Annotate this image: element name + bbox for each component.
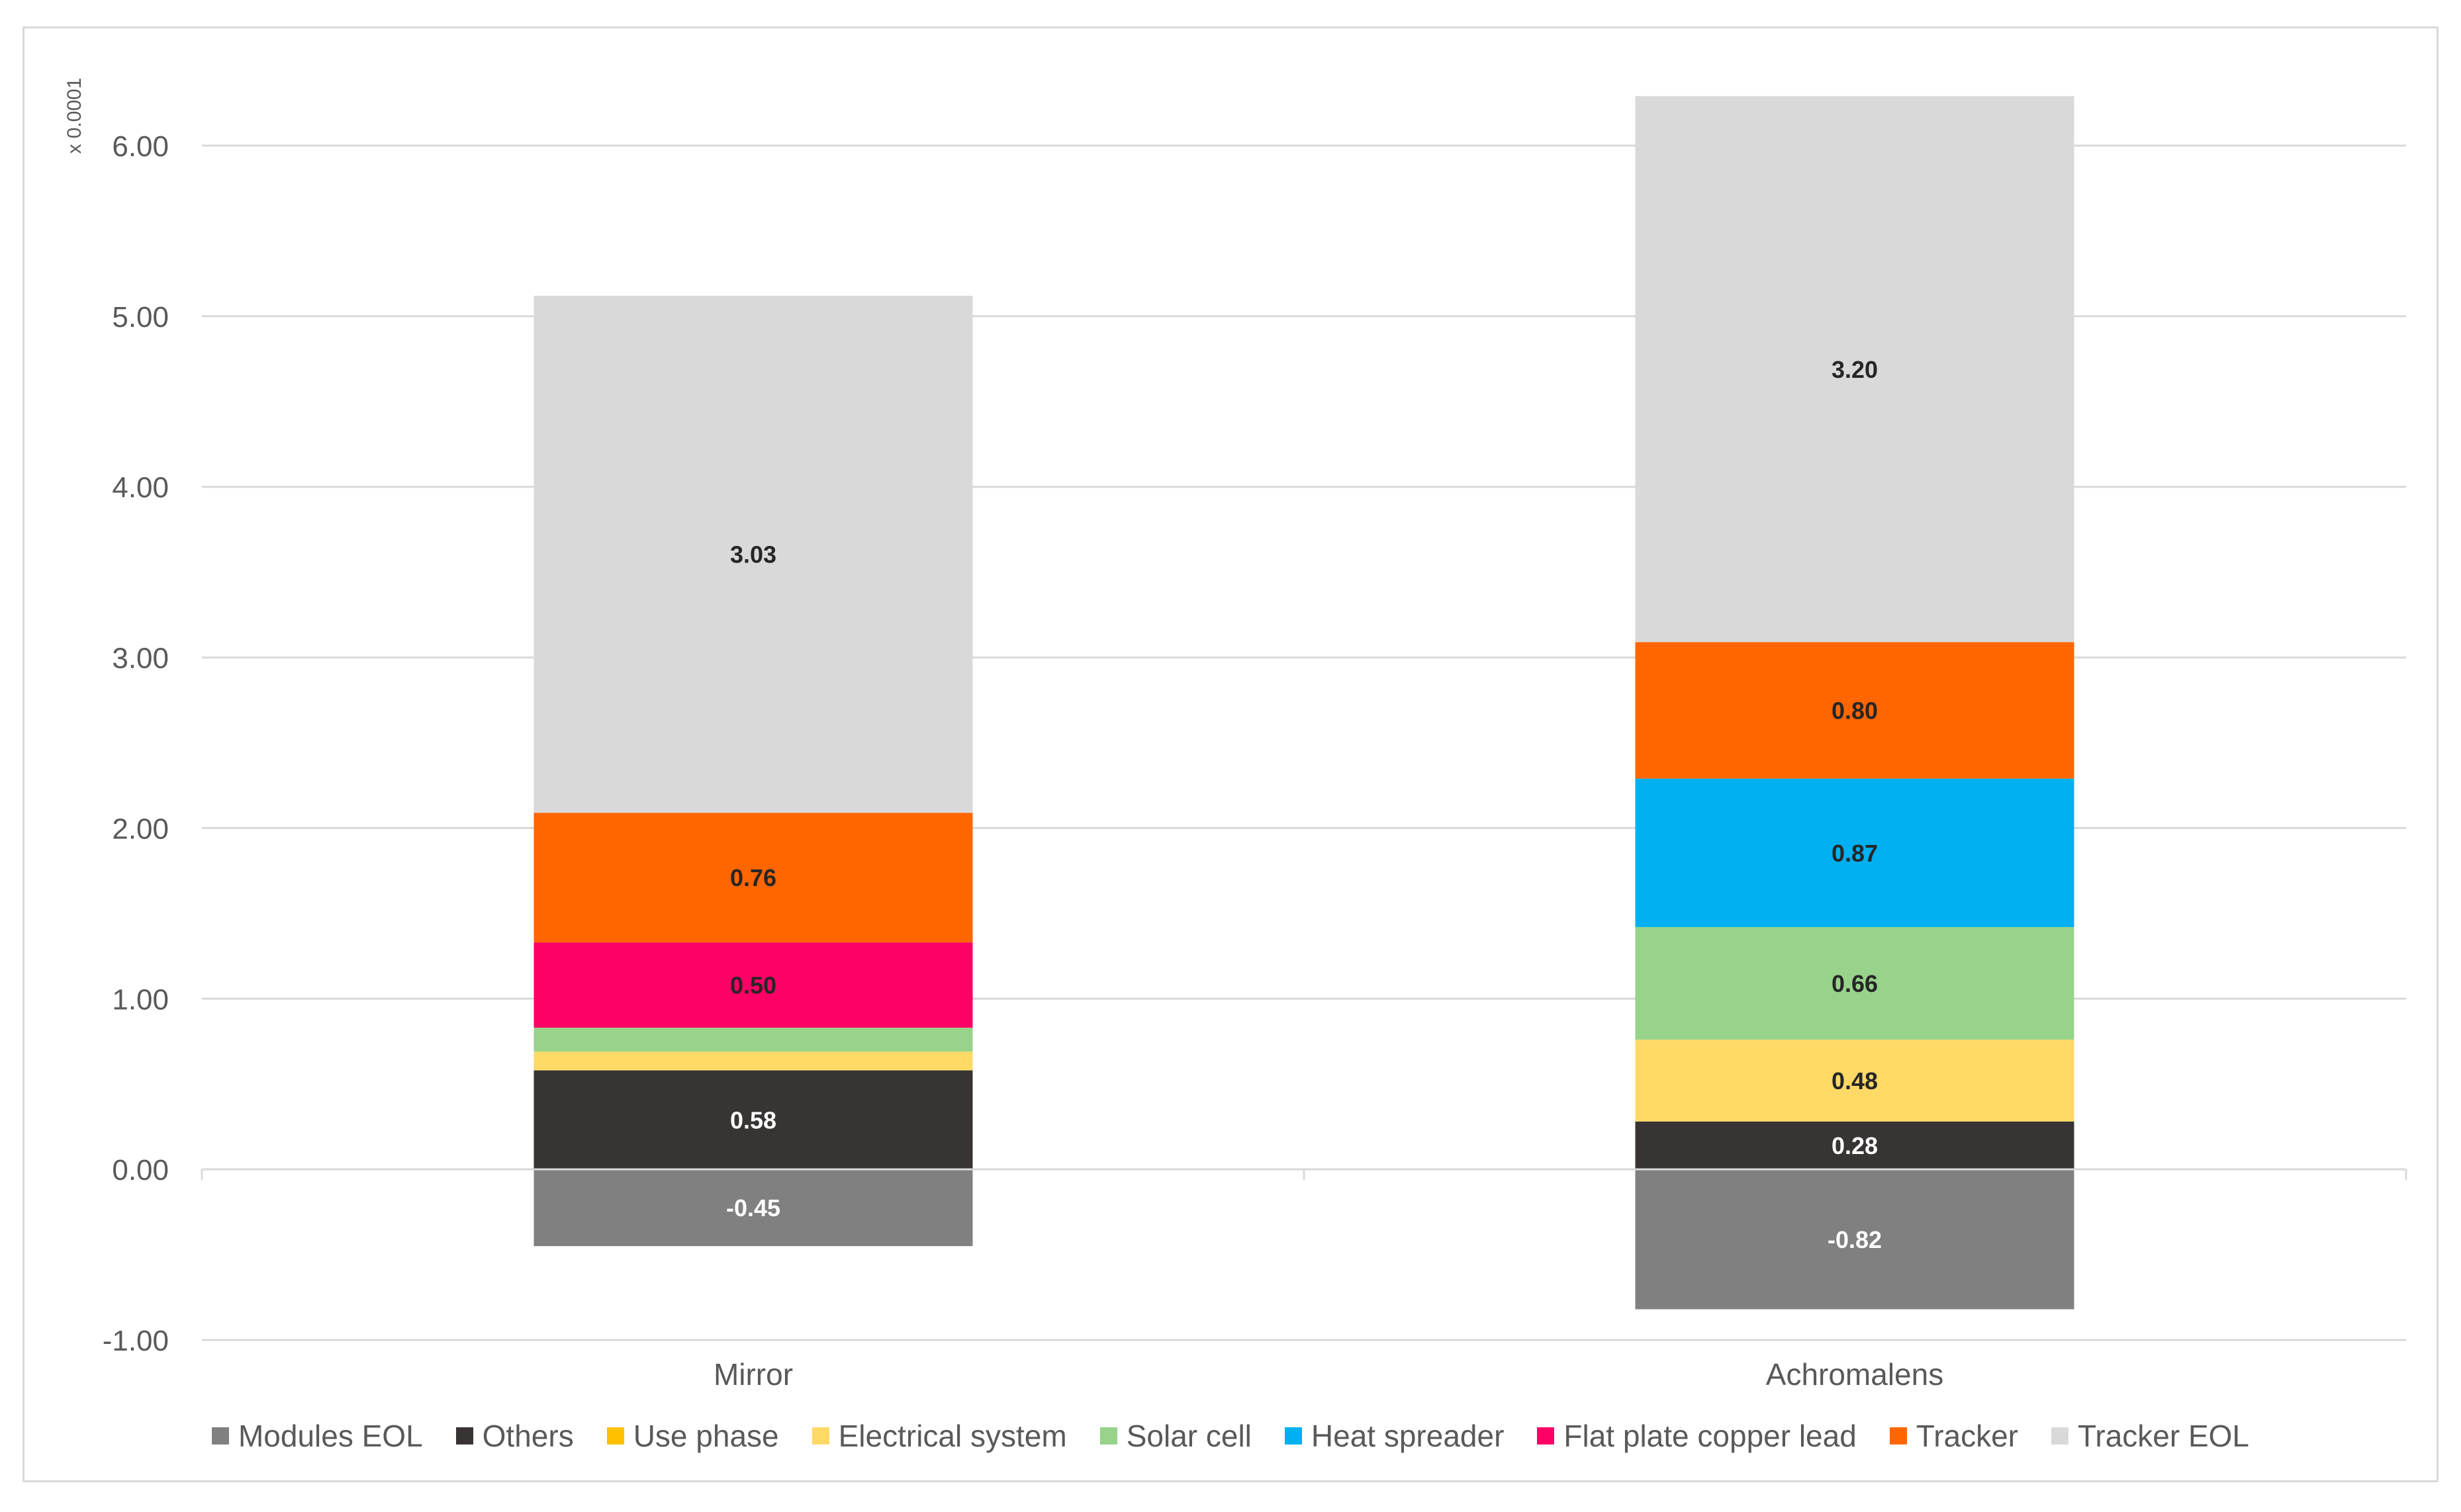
y-tick-label: 1.00 (112, 983, 169, 1016)
y-tick-label: 3.00 (112, 643, 169, 675)
legend-label: Heat spreader (1311, 1419, 1505, 1453)
legend-swatch (211, 1427, 229, 1445)
data-label: -0.82 (1828, 1226, 1882, 1253)
data-label: 0.66 (1832, 970, 1878, 997)
legend-label: Tracker (1916, 1419, 2018, 1453)
legend-label: Modules EOL (238, 1419, 423, 1453)
legend: Modules EOL Others Use phase Electrical sys… (0, 1418, 2461, 1454)
legend-swatch (1099, 1427, 1117, 1445)
x-category-label: Achromalens (1766, 1357, 1943, 1392)
data-label: 0.58 (730, 1106, 776, 1134)
legend-item: Electrical system (812, 1418, 1067, 1454)
legend-swatch (606, 1427, 624, 1445)
legend-label: Others (482, 1419, 574, 1453)
bar-segment (1635, 96, 2074, 643)
legend-item: Flat plate copper lead (1537, 1418, 1857, 1454)
bar-segment (1635, 778, 2074, 927)
bar-segment (1635, 1040, 2074, 1122)
legend-item: Heat spreader (1284, 1418, 1505, 1454)
data-label: -0.45 (726, 1194, 780, 1222)
legend-swatch (1284, 1427, 1302, 1445)
legend-item: Others (455, 1418, 574, 1454)
bar-segment (534, 1070, 973, 1170)
legend-label: Solar cell (1126, 1419, 1252, 1453)
data-label: 0.48 (1832, 1067, 1878, 1094)
legend-item: Tracker EOL (2051, 1418, 2249, 1454)
bar-segment (534, 813, 973, 943)
y-tick-label: 6.00 (112, 130, 169, 163)
bar-segment (534, 295, 973, 813)
bar-segment (534, 1051, 973, 1071)
x-category-label: Mirror (714, 1357, 793, 1392)
data-label: 0.28 (1832, 1132, 1878, 1159)
data-label: 3.20 (1832, 356, 1878, 383)
bar-segment (534, 1028, 973, 1052)
bar-segment (534, 942, 973, 1028)
bar-segment (1635, 1121, 2074, 1170)
y-tick-label: -1.00 (103, 1325, 169, 1357)
legend-label: Flat plate copper lead (1563, 1419, 1857, 1453)
y-tick-label: 0.00 (112, 1154, 169, 1186)
bars (534, 96, 2074, 1310)
legend-swatch (812, 1427, 829, 1445)
y-tick-label: 4.00 (112, 472, 169, 504)
legend-item: Use phase (606, 1418, 779, 1454)
legend-label: Use phase (633, 1419, 779, 1453)
legend-label: Tracker EOL (2078, 1419, 2250, 1453)
legend-swatch (1889, 1427, 1907, 1445)
legend-item: Modules EOL (211, 1418, 423, 1454)
unit-label: x 0.0001 (64, 77, 85, 154)
bar-segment (1635, 642, 2074, 779)
bar-segment (1635, 926, 2074, 1040)
data-labels: -0.45 0.58 0.50 0.76 3.03 -0.82 0.28 0.48 0.66 0.… (726, 356, 1882, 1253)
legend-item: Tracker (1889, 1418, 2018, 1454)
legend-swatch (455, 1427, 473, 1445)
data-label: 0.80 (1832, 697, 1878, 725)
bar-segment (1635, 1169, 2074, 1310)
legend-item: Solar cell (1099, 1418, 1252, 1454)
y-tick-label: 2.00 (112, 813, 169, 845)
data-label: 0.87 (1832, 840, 1878, 867)
data-label: 0.50 (730, 972, 776, 999)
bar-segment (534, 1169, 973, 1247)
data-label: 0.76 (730, 864, 776, 891)
legend-label: Electrical system (838, 1419, 1067, 1453)
legend-swatch (1537, 1427, 1555, 1445)
y-tick-label: 5.00 (112, 301, 169, 334)
legend-swatch (2051, 1427, 2068, 1445)
data-label: 3.03 (730, 541, 776, 568)
